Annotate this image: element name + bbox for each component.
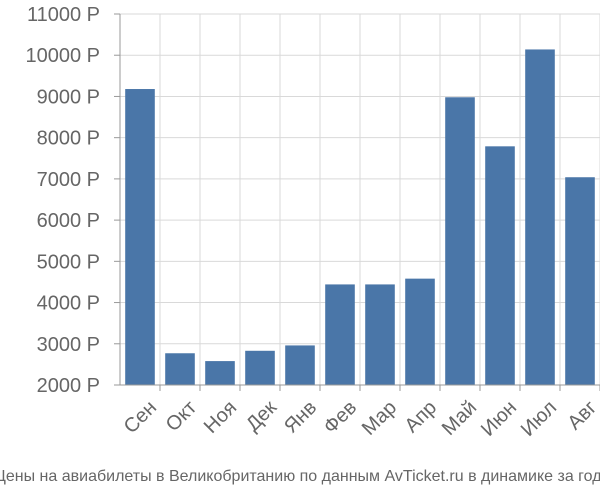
bar-9 (445, 97, 475, 385)
y-tick-label: 10000 Р (25, 45, 100, 67)
chart-caption: Цены на авиабилеты в Великобританию по д… (0, 468, 600, 485)
bar-6 (325, 284, 355, 385)
x-tick-label: Ноя (200, 397, 241, 438)
x-tick-label: Янв (280, 397, 321, 438)
y-tick-label: 11000 Р (27, 4, 100, 26)
bar-11 (525, 49, 555, 385)
y-tick-label: 3000 Р (37, 334, 100, 356)
x-tick-label: Апр (401, 397, 442, 438)
y-tick-label: 8000 Р (37, 128, 100, 150)
y-tick-label: 9000 Р (37, 86, 100, 108)
y-tick-label: 4000 Р (37, 293, 100, 315)
y-tick-label: 5000 Р (37, 251, 100, 273)
y-tick-label: 6000 Р (37, 210, 100, 232)
bars (125, 49, 595, 385)
axes (119, 14, 600, 391)
x-tick-label: Сен (120, 397, 161, 438)
bar-1 (125, 89, 155, 385)
x-tick-label: Окт (162, 397, 201, 436)
x-tick-label: Авг (563, 397, 600, 435)
x-tick-label: Май (438, 397, 481, 440)
x-tick-label: Мар (358, 397, 401, 440)
bar-4 (245, 350, 275, 385)
bar-2 (165, 353, 195, 385)
bar-7 (365, 284, 395, 385)
y-tick-label: 7000 Р (37, 169, 100, 191)
x-tick-label: Июн (477, 397, 521, 441)
bar-3 (205, 361, 235, 385)
bar-12 (565, 177, 595, 385)
bar-8 (405, 278, 435, 385)
x-tick-label: Дек (242, 396, 281, 435)
y-axis-tick-labels: 2000 Р 3000 Р 4000 Р 5000 Р 6000 Р 7000 Р 8000… (25, 4, 100, 397)
x-tick-label: Фев (319, 397, 361, 439)
bar-10 (485, 146, 515, 385)
x-tick-label: Июл (517, 397, 561, 441)
bar-5 (285, 345, 315, 385)
gridlines (114, 13, 600, 386)
y-tick-label: 2000 Р (37, 375, 100, 397)
